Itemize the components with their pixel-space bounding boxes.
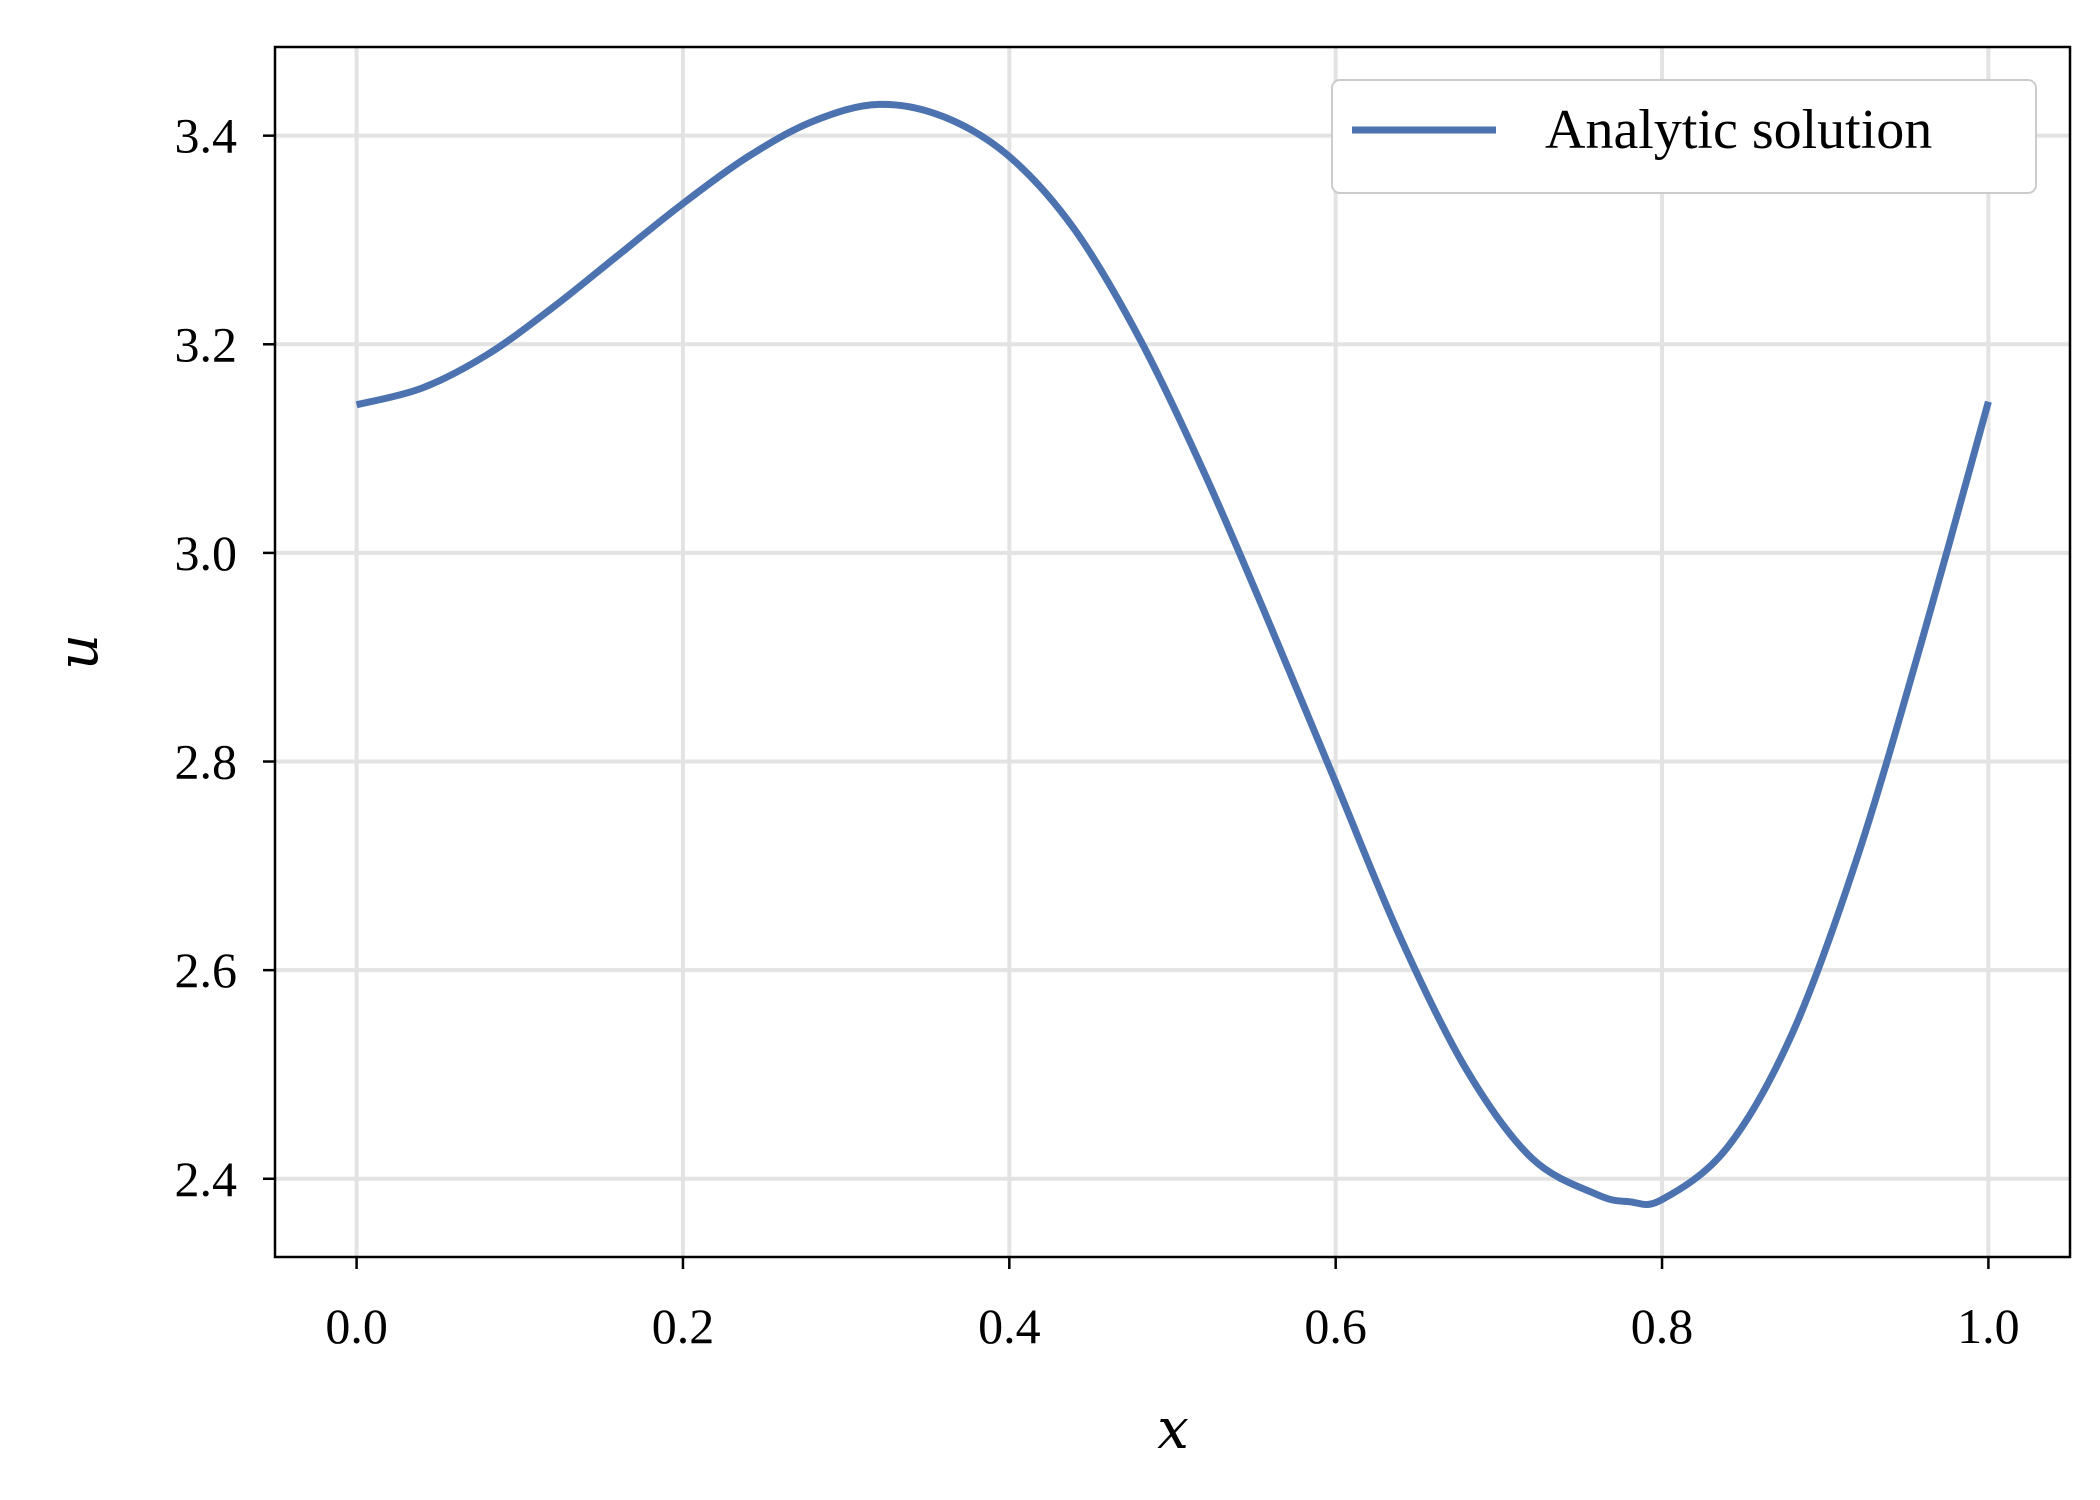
- x-tick-label: 1.0: [1957, 1298, 2020, 1354]
- x-tick-label: 0.8: [1631, 1298, 1694, 1354]
- x-tick-label: 0.2: [652, 1298, 715, 1354]
- series-line-analytic-solution: [355, 100, 1992, 1208]
- y-tick-label: 2.4: [175, 1151, 238, 1207]
- plot-frame: [273, 45, 2072, 1259]
- series-layer: [355, 100, 1992, 1208]
- x-tick-label: 0.6: [1304, 1298, 1367, 1354]
- legend: Analytic solution: [1331, 79, 2037, 194]
- y-tick-label: 3.0: [175, 525, 238, 581]
- legend-box: [1331, 79, 2037, 194]
- x-axis-label: x: [1157, 1397, 1189, 1462]
- y-tick-label: 2.6: [175, 942, 238, 998]
- legend-label-analytic-solution: Analytic solution: [1545, 99, 1932, 161]
- grid: [275, 47, 2070, 1257]
- x-tick-label: 0.0: [325, 1298, 388, 1354]
- x-axis-ticks: 0.0 0.2 0.4 0.6 0.8 1.0: [325, 1257, 2020, 1354]
- y-tick-label: 3.4: [175, 108, 238, 164]
- y-tick-label: 3.2: [175, 316, 238, 372]
- y-tick-label: 2.8: [175, 734, 238, 790]
- x-tick-label: 0.4: [978, 1298, 1041, 1354]
- y-axis-label: u: [46, 634, 111, 670]
- y-axis-ticks: 2.4 2.6 2.8 3.0 3.2 3.4: [175, 108, 275, 1207]
